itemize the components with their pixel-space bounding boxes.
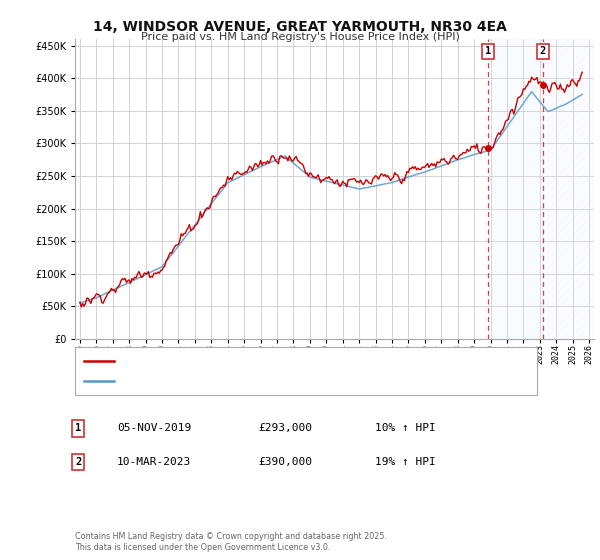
Text: HPI: Average price, detached house, Great Yarmouth: HPI: Average price, detached house, Grea… (120, 376, 377, 386)
Text: 10-MAR-2023: 10-MAR-2023 (117, 457, 191, 467)
Text: 2: 2 (540, 46, 546, 56)
Text: £293,000: £293,000 (258, 423, 312, 433)
Text: £390,000: £390,000 (258, 457, 312, 467)
Text: 14, WINDSOR AVENUE, GREAT YARMOUTH, NR30 4EA: 14, WINDSOR AVENUE, GREAT YARMOUTH, NR30… (93, 20, 507, 34)
Text: 1: 1 (485, 46, 491, 56)
Text: Price paid vs. HM Land Registry's House Price Index (HPI): Price paid vs. HM Land Registry's House … (140, 32, 460, 42)
Bar (543, 39, 594, 339)
Text: 2: 2 (75, 457, 81, 467)
Text: 10% ↑ HPI: 10% ↑ HPI (375, 423, 436, 433)
Bar (488, 39, 543, 339)
Text: Contains HM Land Registry data © Crown copyright and database right 2025.
This d: Contains HM Land Registry data © Crown c… (75, 532, 387, 552)
Text: 05-NOV-2019: 05-NOV-2019 (117, 423, 191, 433)
Text: 1: 1 (75, 423, 81, 433)
Text: 14, WINDSOR AVENUE, GREAT YARMOUTH, NR30 4EA (detached house): 14, WINDSOR AVENUE, GREAT YARMOUTH, NR30… (120, 356, 470, 366)
Text: 19% ↑ HPI: 19% ↑ HPI (375, 457, 436, 467)
